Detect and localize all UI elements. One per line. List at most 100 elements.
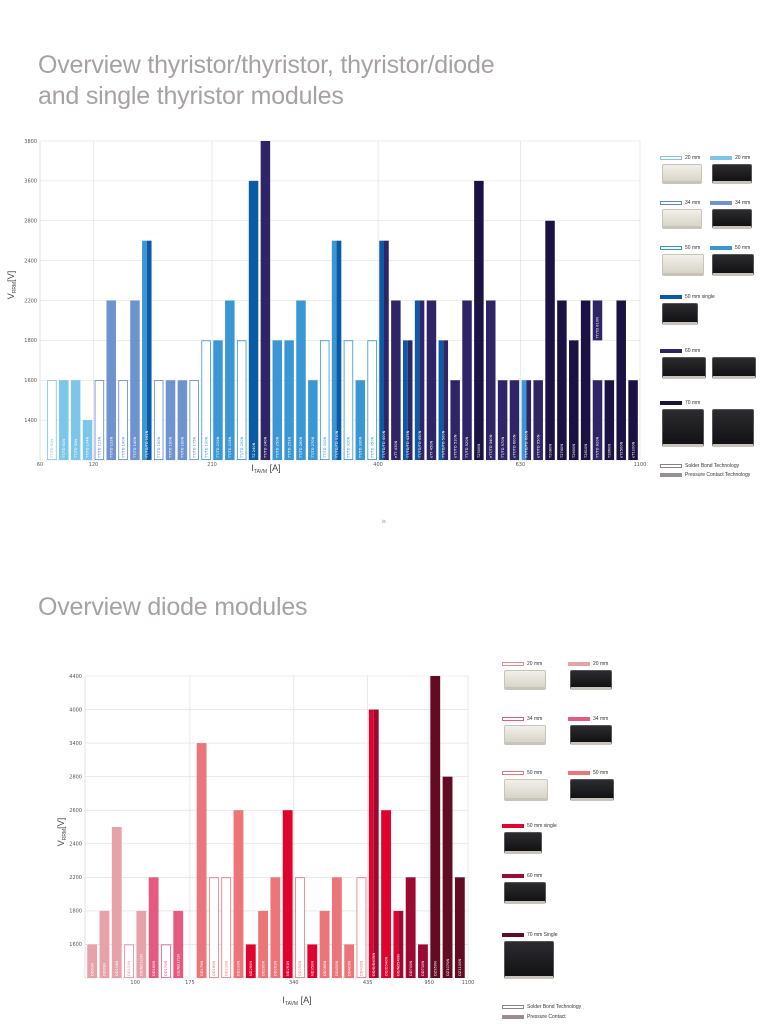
- bar-group: TT/TD 160N: [177, 380, 188, 460]
- bar-group: DD231N: [233, 810, 244, 978]
- bar-label: TT/TD 240N: [264, 436, 268, 459]
- legend-swatch: [568, 771, 590, 775]
- bar-label: eTT 450N: [430, 440, 434, 458]
- module-photo: [570, 670, 612, 690]
- bar-label: T2080N: [548, 444, 552, 459]
- bar-group: eT2500N: [616, 300, 626, 460]
- bar-label: TT/TD 270N: [311, 436, 315, 459]
- bar-overlay-box: [592, 300, 603, 341]
- y-tick-label: 2800: [24, 219, 37, 225]
- bar: [580, 300, 591, 460]
- bar-group: TT/TD 570N: [497, 380, 508, 460]
- legend-item: 70 mm Single: [502, 932, 558, 938]
- bar: [379, 240, 385, 460]
- bar: [208, 877, 219, 979]
- legend-swatch: [660, 201, 682, 205]
- bar: [616, 300, 626, 460]
- x-tick-label: 340: [289, 980, 299, 986]
- bar-label: DD710N: [421, 961, 425, 976]
- bar-label: TT/TD 520N: [465, 436, 469, 459]
- legend-item: 34 mm: [502, 716, 542, 722]
- bar-split-part: [373, 709, 379, 978]
- bar-label: DD231N: [237, 961, 241, 976]
- x-axis-unit: [A]: [298, 995, 312, 1005]
- bar: [604, 380, 615, 460]
- bar-label: TT/TD 260N: [299, 436, 303, 459]
- bar-group: TT/TD 330N: [355, 380, 366, 460]
- bar-group: DD170N: [161, 944, 171, 978]
- bar: [136, 910, 147, 978]
- bar-label: eTT 430N: [394, 440, 398, 458]
- bar-group: DD180N: [208, 877, 219, 979]
- legend-swatch: [502, 824, 524, 828]
- bar-label: eTT/TD 600N: [513, 434, 517, 458]
- bar-group: DD89N: [99, 910, 110, 978]
- bar-label: DD175N: [200, 961, 204, 976]
- x-tick-label: 1100: [634, 462, 647, 468]
- y-tick-label: 1600: [24, 378, 37, 384]
- bar-label: DZ950N: [433, 961, 437, 976]
- bar-label: TT/TD 160N: [169, 436, 173, 459]
- bar: [426, 300, 437, 460]
- legend-swatch: [502, 933, 524, 937]
- module-photo: [504, 779, 548, 801]
- legend-swatch: [660, 156, 682, 160]
- bar: [111, 827, 122, 978]
- y-tick-label: 3400: [69, 741, 82, 747]
- y-axis-label: VRRM[V]: [6, 271, 18, 299]
- bar-group: DD/ND171N: [173, 910, 184, 978]
- bar-label: ND260N: [249, 961, 253, 976]
- bar: [124, 944, 134, 978]
- bar-group: TT/TD 140N: [130, 300, 140, 460]
- bar: [402, 340, 408, 460]
- bar: [296, 300, 306, 460]
- bar-group: T2740N: [557, 300, 567, 460]
- bar-group: DD61N: [87, 944, 98, 978]
- x-axis-subscript: TAVM: [254, 469, 267, 475]
- bar-label: TT/TD 810N: [596, 317, 600, 340]
- legend-item: 20 mm: [710, 155, 750, 161]
- legend-label: 20 mm: [593, 661, 609, 667]
- legend-swatch: [710, 201, 732, 205]
- module-photo: [662, 303, 698, 325]
- title-line-2: and single thyristor modules: [38, 82, 344, 110]
- legend-item: 50 mm: [660, 245, 700, 251]
- bar-split-part: [526, 380, 532, 460]
- legend-item: 50 mm: [568, 770, 608, 776]
- legend-label: 50 mm single: [527, 823, 557, 829]
- module-photo: [712, 357, 756, 379]
- bar-label: T2810N: [584, 444, 588, 459]
- x-tick-label: 210: [207, 462, 217, 468]
- legend-item: 20 mm: [502, 661, 542, 667]
- bar-group: TT/TD 251N: [284, 340, 294, 460]
- legend-item: 50 mm: [502, 770, 542, 776]
- bar-label: ND261N: [286, 961, 290, 976]
- bar-group: TT/TD 61N: [47, 380, 57, 460]
- bar-group: TT/TD/TD 310N: [331, 240, 342, 460]
- bar: [344, 944, 355, 978]
- bar-label: TT/TD 320N: [347, 436, 351, 459]
- bar-group: DD261N: [270, 877, 281, 978]
- bar: [497, 380, 508, 460]
- bar-label: DD/D540N: [384, 957, 388, 976]
- bar-label: DD160N: [152, 961, 156, 976]
- bar-group: DZ1100N: [454, 877, 465, 978]
- bar: [99, 910, 110, 978]
- bar: [196, 743, 207, 978]
- bar-group: TT/TD 300N: [319, 340, 330, 460]
- module-photo: [712, 209, 752, 229]
- bar-label: DD/ND171N: [176, 954, 180, 976]
- bar-group: T2600N: [569, 340, 579, 460]
- bar: [442, 776, 453, 978]
- bar: [87, 944, 98, 978]
- bar-label: DD121N: [127, 961, 131, 976]
- bar: [592, 380, 603, 460]
- bar-label: eT2500N: [619, 441, 623, 458]
- bar: [545, 220, 555, 460]
- bar-group: T2500N: [474, 180, 484, 460]
- legend-swatch: [502, 1005, 524, 1009]
- technology-legend-item: Pressure Contact Technology: [660, 472, 750, 478]
- bar-group: DD400N: [331, 877, 342, 978]
- bar: [405, 877, 416, 978]
- bar-group: eTT/TD 650N: [533, 380, 543, 460]
